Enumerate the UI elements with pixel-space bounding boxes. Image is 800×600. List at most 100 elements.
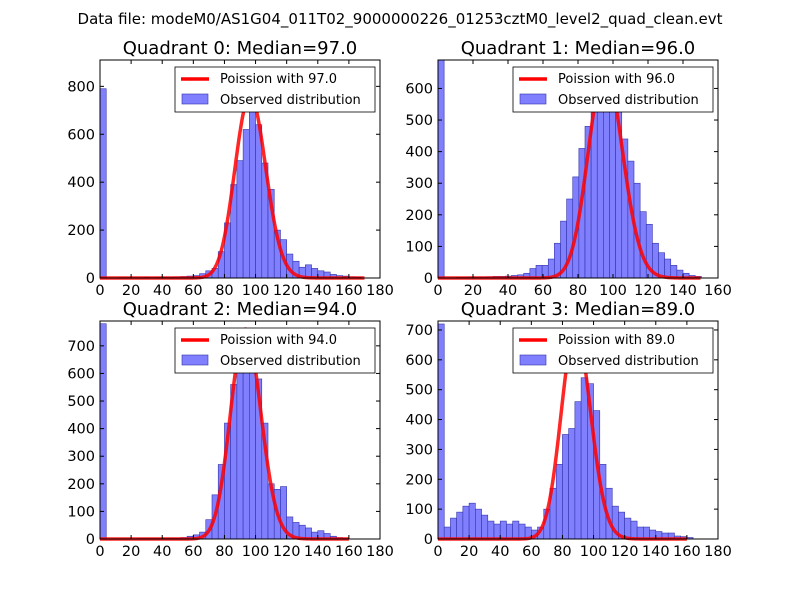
- x-tick-label: 140: [642, 544, 670, 560]
- panel-quadrant-1: Quadrant 1: Median=96.0 0 20 40 60 80 100 120 1…: [405, 38, 732, 299]
- panel-quadrant-3: Quadrant 3: Median=89.0 0 20 40 60 80 100 120 1…: [405, 299, 732, 560]
- histogram-bar: [437, 323, 445, 540]
- histogram-bar: [437, 59, 445, 279]
- figure-suptitle: Data file: modeM0/AS1G04_011T02_90000002…: [78, 10, 723, 29]
- x-tick-label: 120: [273, 544, 301, 560]
- histogram-bar: [99, 323, 107, 540]
- y-tick-label: 700: [67, 339, 95, 355]
- y-tick-label: 100: [67, 504, 95, 520]
- x-tick-label: 100: [599, 283, 627, 299]
- histogram-bar: [518, 523, 526, 540]
- histogram-bar: [568, 428, 576, 540]
- x-tick-label: 20: [464, 283, 482, 299]
- histogram-bar: [555, 464, 563, 540]
- y-tick-label: 200: [67, 477, 95, 493]
- legend-bar-swatch: [519, 354, 547, 366]
- y-tick-label: 0: [424, 271, 433, 287]
- legend-bar-swatch: [181, 93, 209, 105]
- histogram-bar: [664, 258, 672, 279]
- x-tick-label: 160: [335, 283, 363, 299]
- x-tick-label: 60: [184, 544, 202, 560]
- y-tick-label: 100: [405, 239, 433, 255]
- x-tick-label: 180: [704, 544, 732, 560]
- x-tick-label: 120: [611, 544, 639, 560]
- x-tick-label: 160: [704, 283, 732, 299]
- legend-entry-bars: Observed distribution: [558, 93, 699, 108]
- legend: Poission with 96.0 Observed distribution: [512, 66, 714, 113]
- histogram-bar: [580, 377, 588, 540]
- legend: Poission with 97.0 Observed distribution: [174, 66, 376, 113]
- histogram-bar: [236, 362, 244, 540]
- plot-area: 0 20 40 60 80 100 120 140 160 1800100200300400500…: [405, 320, 732, 560]
- histogram-bar: [609, 84, 616, 279]
- x-tick-label: 0: [433, 283, 442, 299]
- histogram-bar: [487, 520, 495, 540]
- axes-frame: [437, 320, 719, 540]
- histogram-bar: [574, 401, 582, 540]
- plot-area: 0 20 40 60 80 100 120 140 160 0 100 200 300 400 500 600…: [405, 59, 732, 299]
- y-tick-label: 400: [67, 422, 95, 438]
- x-tick-label: 40: [153, 283, 171, 299]
- y-tick-label: 0: [86, 532, 95, 548]
- y-tick-label: 500: [405, 113, 433, 129]
- y-tick-label: 400: [405, 145, 433, 161]
- x-tick-label: 0: [95, 544, 104, 560]
- histogram-bar: [643, 526, 650, 540]
- y-tick-label: 600: [405, 353, 433, 369]
- histogram-bar: [596, 100, 604, 279]
- x-tick-label: 40: [153, 544, 171, 560]
- x-tick-label: 60: [534, 283, 552, 299]
- x-tick-label: 180: [366, 544, 394, 560]
- histogram-bar: [630, 520, 638, 540]
- x-tick-label: 80: [553, 544, 571, 560]
- x-tick-label: 80: [569, 283, 587, 299]
- y-tick-label: 400: [67, 175, 95, 191]
- panel-quadrant-0: Quadrant 0: Median=97.0 0 20 40 60 80 100 120 1…: [67, 38, 394, 299]
- legend-bar-swatch: [519, 93, 547, 105]
- histogram-bar: [506, 523, 513, 540]
- histogram-bar: [443, 526, 451, 540]
- histogram-bar: [499, 520, 507, 540]
- y-tick-label: 300: [67, 449, 95, 465]
- y-tick-label: 300: [405, 442, 433, 458]
- histogram-bar: [236, 160, 244, 279]
- legend-entry-curve: Poission with 96.0: [558, 72, 675, 87]
- y-tick-label: 100: [405, 502, 433, 518]
- legend-box: [512, 66, 714, 113]
- x-tick-label: 100: [242, 283, 270, 299]
- plot-area: 0 20 40 60 80 100 120 140 160 1800100200300400500…: [67, 320, 394, 560]
- legend: Poission with 94.0 Observed distribution: [174, 327, 376, 374]
- legend-entry-bars: Observed distribution: [220, 354, 361, 369]
- y-tick-label: 800: [67, 79, 95, 95]
- x-tick-label: 180: [366, 283, 394, 299]
- legend-bar-swatch: [181, 354, 209, 366]
- y-tick-label: 700: [405, 323, 433, 339]
- y-tick-label: 400: [405, 413, 433, 429]
- histogram-bar: [468, 502, 476, 540]
- legend-entry-bars: Observed distribution: [220, 93, 361, 108]
- histogram-bar: [639, 211, 647, 279]
- x-tick-label: 120: [273, 283, 301, 299]
- histogram-bar: [493, 523, 501, 540]
- x-tick-label: 120: [634, 283, 662, 299]
- y-tick-label: 0: [424, 532, 433, 548]
- y-tick-label: 600: [67, 127, 95, 143]
- histogram-bar: [624, 517, 632, 540]
- x-tick-label: 0: [95, 283, 104, 299]
- y-tick-label: 200: [405, 208, 433, 224]
- axes-frame: [99, 59, 381, 279]
- x-tick-label: 140: [304, 544, 332, 560]
- legend-entry-curve: Poission with 89.0: [558, 333, 675, 348]
- x-tick-label: 40: [491, 544, 509, 560]
- panel-title: Quadrant 0: Median=97.0: [123, 38, 358, 59]
- x-tick-label: 20: [122, 283, 140, 299]
- x-tick-label: 80: [215, 544, 233, 560]
- x-tick-label: 0: [433, 544, 442, 560]
- histogram-bar: [255, 124, 263, 279]
- legend-entry-curve: Poission with 97.0: [220, 72, 337, 87]
- x-tick-label: 80: [215, 283, 233, 299]
- histogram-bar: [242, 129, 250, 279]
- histogram-bar: [99, 88, 107, 279]
- x-tick-label: 160: [673, 544, 701, 560]
